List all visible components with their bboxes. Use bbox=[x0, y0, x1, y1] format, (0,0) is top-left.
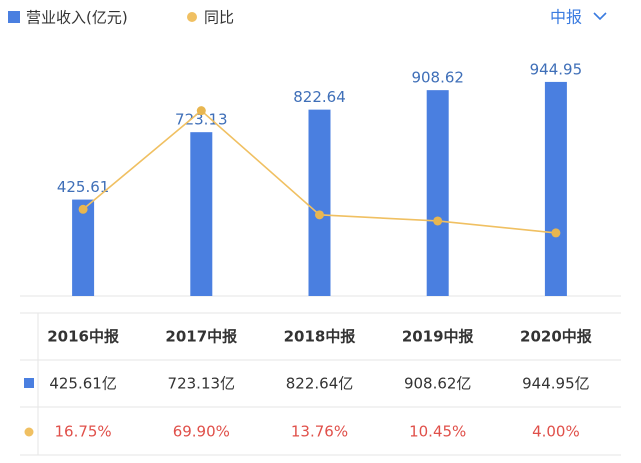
table-cell: 16.75% bbox=[54, 423, 111, 441]
dropdown-label[interactable]: 中报 bbox=[550, 8, 582, 27]
bar bbox=[72, 199, 95, 296]
legend-swatch bbox=[8, 11, 20, 23]
table-header: 2016中报 bbox=[47, 328, 119, 346]
table-cell: 425.61亿 bbox=[49, 375, 117, 393]
line-point bbox=[196, 106, 206, 116]
line-point bbox=[315, 210, 324, 220]
value-label: 425.61 bbox=[57, 178, 110, 196]
value-label: 822.64 bbox=[293, 88, 346, 106]
table-header: 2020中报 bbox=[520, 328, 592, 346]
table-cell: 10.45% bbox=[409, 423, 466, 441]
table-header: 2017中报 bbox=[165, 328, 237, 346]
row-icon bbox=[24, 427, 34, 437]
table-cell: 908.62亿 bbox=[404, 375, 472, 393]
period-dropdown[interactable]: 中报 bbox=[550, 8, 607, 27]
bar bbox=[426, 90, 449, 296]
table-cell: 13.76% bbox=[291, 423, 348, 441]
table-cell: 69.90% bbox=[173, 423, 230, 441]
bar bbox=[308, 109, 331, 296]
value-label: 723.13 bbox=[175, 111, 228, 129]
line-point bbox=[551, 228, 561, 238]
bar bbox=[190, 132, 213, 296]
table-cell: 723.13亿 bbox=[168, 375, 236, 393]
value-label: 908.62 bbox=[411, 69, 464, 87]
legend-label: 营业收入(亿元) bbox=[26, 9, 128, 27]
table-cell: 822.64亿 bbox=[286, 375, 354, 393]
bar bbox=[544, 81, 567, 297]
legend-swatch bbox=[187, 12, 197, 22]
value-label: 944.95 bbox=[530, 60, 583, 78]
table-cell: 944.95亿 bbox=[522, 375, 590, 393]
line-point bbox=[78, 204, 88, 214]
chevron[interactable] bbox=[593, 12, 607, 21]
line-point bbox=[433, 216, 443, 226]
table-header: 2018中报 bbox=[284, 328, 356, 346]
table bbox=[20, 312, 621, 456]
legend-label: 同比 bbox=[204, 9, 234, 27]
table-cell: 4.00% bbox=[532, 423, 580, 441]
row-icon bbox=[24, 378, 34, 388]
table-header: 2019中报 bbox=[402, 328, 474, 346]
